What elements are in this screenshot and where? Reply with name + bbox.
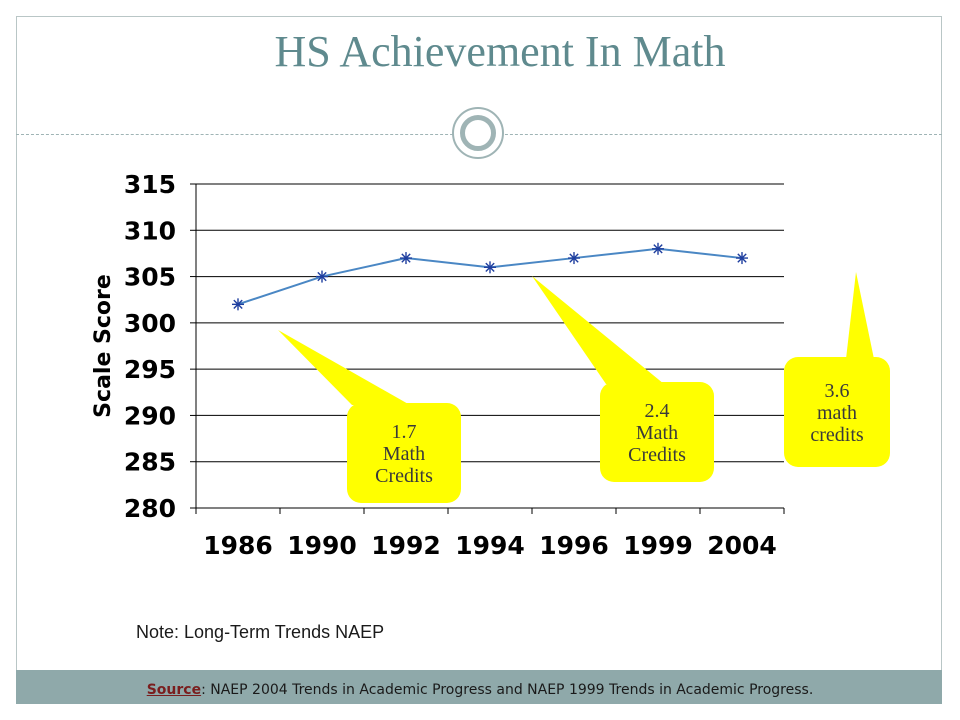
- x-tick-label: 1996: [539, 531, 609, 560]
- y-tick-label: 285: [124, 448, 176, 477]
- data-point: [400, 252, 412, 265]
- y-tick-label: 295: [124, 355, 176, 384]
- x-tick-label: 2004: [707, 531, 777, 560]
- callout-text: credits: [810, 424, 864, 446]
- callout-text: Math: [383, 443, 425, 465]
- source-citation: Source: NAEP 2004 Trends in Academic Pro…: [0, 682, 960, 698]
- callout-text: Credits: [375, 465, 433, 487]
- y-axis-title: Scale Score: [91, 274, 116, 418]
- callout-pointer: [532, 276, 664, 384]
- data-point: [232, 298, 244, 311]
- x-tick-label: 1999: [623, 531, 693, 560]
- callout-text: 2.4: [645, 400, 670, 422]
- callout-box: [784, 357, 890, 467]
- y-tick-label: 280: [124, 494, 176, 523]
- callout-box: [347, 403, 461, 503]
- x-tick-label: 1992: [371, 531, 441, 560]
- x-tick-label: 1986: [203, 531, 273, 560]
- callout-text: Credits: [628, 444, 686, 466]
- ornament-ring-inner: [460, 115, 496, 151]
- y-tick-label: 310: [124, 216, 176, 245]
- y-tick-label: 305: [124, 263, 176, 292]
- callout-pointer: [846, 272, 874, 359]
- callout-pointer: [278, 330, 410, 405]
- data-point: [652, 242, 664, 255]
- callout-text: 3.6: [825, 380, 850, 402]
- x-tick-label: 1990: [287, 531, 357, 560]
- data-point: [568, 252, 580, 265]
- callout-box: [600, 382, 714, 482]
- callout-text: Math: [636, 422, 678, 444]
- y-tick-label: 300: [124, 309, 176, 338]
- data-point: [736, 252, 748, 265]
- callout-text: 1.7: [392, 421, 417, 443]
- chart-note: Note: Long-Term Trends NAEP: [136, 622, 385, 642]
- source-text: : NAEP 2004 Trends in Academic Progress …: [201, 682, 814, 698]
- footer-band: [16, 670, 942, 704]
- x-tick-label: 1994: [455, 531, 525, 560]
- callout-text: math: [817, 402, 857, 424]
- source-label: Source: [146, 682, 202, 698]
- data-point: [316, 270, 328, 283]
- y-tick-label: 290: [124, 401, 176, 430]
- slide-title: HS Achievement In Math: [274, 27, 726, 76]
- y-tick-label: 315: [124, 170, 176, 199]
- data-point: [484, 261, 496, 274]
